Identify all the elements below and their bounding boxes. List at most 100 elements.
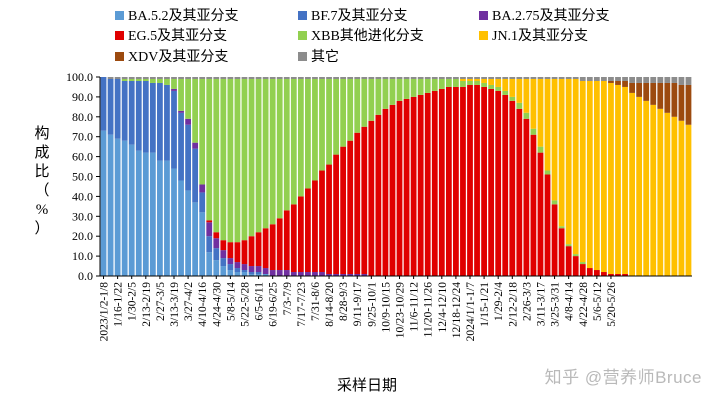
bar-segment-51-7	[460, 77, 466, 79]
bar-segment-48-3	[438, 88, 445, 276]
bar-segment-26-4	[283, 78, 290, 211]
bar-segment-58-5	[509, 78, 516, 97]
x-axis-title: 采样日期	[337, 377, 397, 394]
bar-segment-17-2	[220, 250, 227, 259]
bar-segment-69-7	[586, 77, 593, 81]
bar-segment-15-7	[206, 77, 213, 79]
bar-segment-83-7	[685, 77, 692, 85]
bar-segment-25-7	[276, 77, 283, 79]
x-tick-label-0: 2023/1/2-1/8	[99, 282, 111, 342]
legend-label-1: BF.7及其亚分支	[311, 8, 408, 24]
bar-segment-71-5	[601, 80, 607, 273]
bar-segment-46-3	[424, 92, 431, 276]
bar-segment-17-7	[220, 77, 227, 79]
bar-segment-44-7	[410, 77, 417, 79]
bar-segment-52-3	[467, 84, 473, 277]
bar-segment-19-4	[234, 78, 241, 243]
bar-segment-57-4	[502, 90, 509, 95]
y-tick-label-1: 10.0	[72, 249, 93, 263]
y-tick-label-6: 60.0	[72, 150, 93, 164]
bar-segment-35-2	[347, 274, 354, 276]
bar-segment-63-7	[544, 77, 551, 79]
x-tick-label-28: 1/29-2/4	[493, 282, 505, 321]
x-tick-label-33: 4/8-4/14	[564, 282, 576, 321]
bar-segment-1-1	[107, 78, 114, 135]
bar-segment-31-2	[319, 272, 325, 276]
bar-segment-40-4	[382, 78, 389, 109]
bar-segment-55-4	[488, 84, 495, 89]
bar-segment-35-4	[347, 78, 354, 141]
bar-segment-59-4	[516, 102, 523, 109]
bar-segment-76-7	[636, 77, 643, 83]
bar-segment-64-7	[551, 77, 558, 79]
bar-segment-78-5	[650, 104, 657, 276]
bar-segment-48-7	[438, 77, 445, 79]
bar-segment-26-2	[283, 270, 290, 276]
bar-segment-42-4	[396, 78, 403, 101]
bar-segment-50-7	[453, 77, 459, 79]
bar-segment-52-7	[467, 77, 473, 79]
x-tick-label-8: 4/24-4/30	[211, 282, 223, 327]
legend-label-0: BA.5.2及其亚分支	[128, 8, 238, 24]
bar-segment-47-7	[431, 77, 438, 79]
bar-segment-43-7	[403, 77, 410, 79]
bar-segment-7-0	[149, 152, 156, 276]
bar-segment-63-3	[544, 174, 551, 276]
x-tick-label-14: 7/17-7/23	[296, 282, 308, 327]
bar-segment-66-7	[565, 77, 572, 79]
bar-segment-70-7	[593, 77, 600, 81]
y-tick-label-3: 30.0	[72, 209, 93, 223]
bar-segment-71-3	[601, 272, 607, 276]
x-tick-label-4: 2/27-3/5	[155, 282, 167, 321]
bar-segment-19-7	[234, 77, 241, 79]
bar-segment-53-5	[474, 78, 480, 81]
x-tick-label-32: 3/25-3/31	[550, 282, 562, 327]
bar-segment-62-3	[537, 152, 544, 276]
bar-segment-64-3	[551, 204, 558, 276]
bar-segment-49-3	[445, 86, 452, 276]
bar-segment-73-5	[615, 84, 621, 275]
bar-segment-22-7	[255, 77, 262, 79]
bar-segment-22-0	[255, 274, 262, 276]
bar-segment-26-3	[283, 210, 290, 271]
bar-segment-56-3	[495, 90, 502, 277]
bar-segment-12-7	[185, 77, 191, 79]
bar-segment-15-3	[206, 220, 213, 223]
x-tick-label-31: 3/11-3/17	[535, 282, 547, 327]
bar-segment-34-2	[340, 274, 347, 276]
legend-label-7: 其它	[311, 48, 339, 65]
bar-segment-5-4	[135, 78, 142, 81]
bar-segment-58-3	[509, 100, 516, 276]
bar-segment-54-5	[481, 78, 487, 83]
bar-segment-41-7	[389, 77, 396, 79]
bar-segment-5-7	[135, 77, 142, 79]
bar-segment-29-4	[305, 78, 311, 189]
bar-segment-72-6	[608, 80, 614, 83]
bar-segment-61-3	[530, 134, 537, 276]
bar-segment-54-7	[481, 77, 487, 79]
bar-segment-50-3	[453, 86, 459, 276]
bar-segment-77-6	[643, 82, 650, 101]
bar-segment-15-2	[206, 222, 213, 237]
x-tick-label-29: 2/12-2/18	[507, 282, 519, 327]
bar-segment-78-6	[650, 82, 657, 105]
bar-segment-24-7	[269, 77, 276, 79]
bar-segment-50-4	[453, 78, 459, 87]
bar-segment-40-3	[382, 108, 389, 276]
bar-segment-65-5	[558, 78, 565, 227]
y-tick-label-5: 50.0	[72, 170, 93, 184]
legend-swatch-1	[298, 11, 307, 20]
x-tick-label-27: 1/15-1/21	[479, 282, 491, 327]
bar-segment-21-4	[248, 78, 255, 237]
bar-segment-10-4	[171, 78, 177, 89]
bar-segment-17-3	[220, 240, 227, 251]
bar-segment-9-7	[164, 77, 170, 79]
bar-segment-6-7	[142, 77, 149, 79]
bar-segment-81-5	[671, 116, 678, 276]
bar-segment-13-4	[192, 78, 199, 143]
y-tick-label-7: 70.0	[72, 130, 93, 144]
bar-segment-5-1	[135, 80, 142, 151]
bar-segment-47-4	[431, 78, 438, 91]
y-tick-label-8: 80.0	[72, 110, 93, 124]
bar-segment-30-3	[312, 180, 318, 273]
